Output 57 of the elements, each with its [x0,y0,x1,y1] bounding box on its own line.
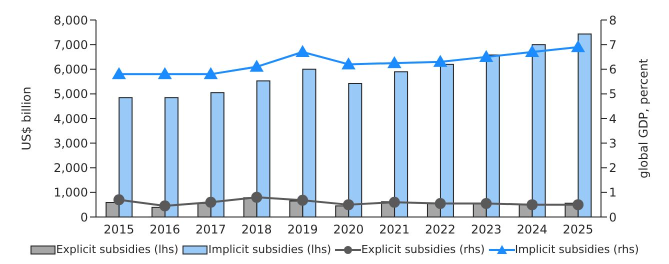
y2-axis-title: global GDP, percent [636,58,650,178]
point [159,200,170,212]
y2-tick-label: 8 [609,13,617,28]
x-tick-label: 2017 [196,222,226,237]
y2-tick-label: 0 [609,210,617,224]
point [480,198,492,209]
y2-tick-label: 5 [609,87,617,102]
point [158,67,172,80]
y-tick-label: 0 [80,210,88,224]
y-tick-label: 6,000 [54,62,88,77]
point [387,56,402,68]
y-tick-label: 5,000 [54,87,88,102]
point [433,54,448,67]
x-tick-label: 2020 [333,222,364,237]
y2-tick-label: 4 [609,112,617,126]
x-tick-label: 2018 [241,222,272,237]
point [297,194,308,206]
x-tick-label: 2019 [287,222,318,237]
legend-label: Implicit subsidies (lhs) [208,243,332,256]
point [479,50,494,62]
x-tick-label: 2015 [104,222,134,237]
y-tick-label: 3,000 [54,136,88,150]
point [525,45,540,58]
x-tick-label: 2025 [562,222,594,237]
y2-tick-label: 6 [609,62,617,77]
point [250,60,264,72]
point [572,199,584,210]
y-tick-label: 1,000 [54,186,88,200]
y-tick-label: 7,000 [54,38,88,52]
x-tick-label: 2022 [425,222,456,237]
point [342,57,356,70]
y-tick-label: 4,000 [54,112,88,126]
y2-tick-label: 1 [609,186,617,200]
point [296,45,310,58]
point [571,40,586,52]
point [112,67,126,80]
legend-label: Explicit subsidies (rhs) [361,243,485,256]
legend-label: Implicit subsidies (rhs) [514,243,639,256]
y2-tick-label: 2 [609,161,617,176]
point [388,196,400,208]
x-tick-label: 2024 [516,222,548,237]
point [205,196,216,208]
y2-tick-label: 3 [609,136,617,150]
y2-tick-label: 7 [609,38,617,52]
y-tick-label: 8,000 [54,13,88,28]
point [526,199,538,210]
x-tick-label: 2021 [379,222,410,237]
point [434,198,446,209]
legend-label: Explicit subsidies (lhs) [56,243,178,256]
y-tick-label: 2,000 [54,161,88,176]
point [204,67,218,80]
x-tick-label: 2016 [150,222,180,237]
point [251,192,262,203]
point [113,194,124,206]
x-tick-label: 2023 [470,222,502,237]
y-axis-title: US$ billion [19,86,34,150]
point [343,199,354,210]
